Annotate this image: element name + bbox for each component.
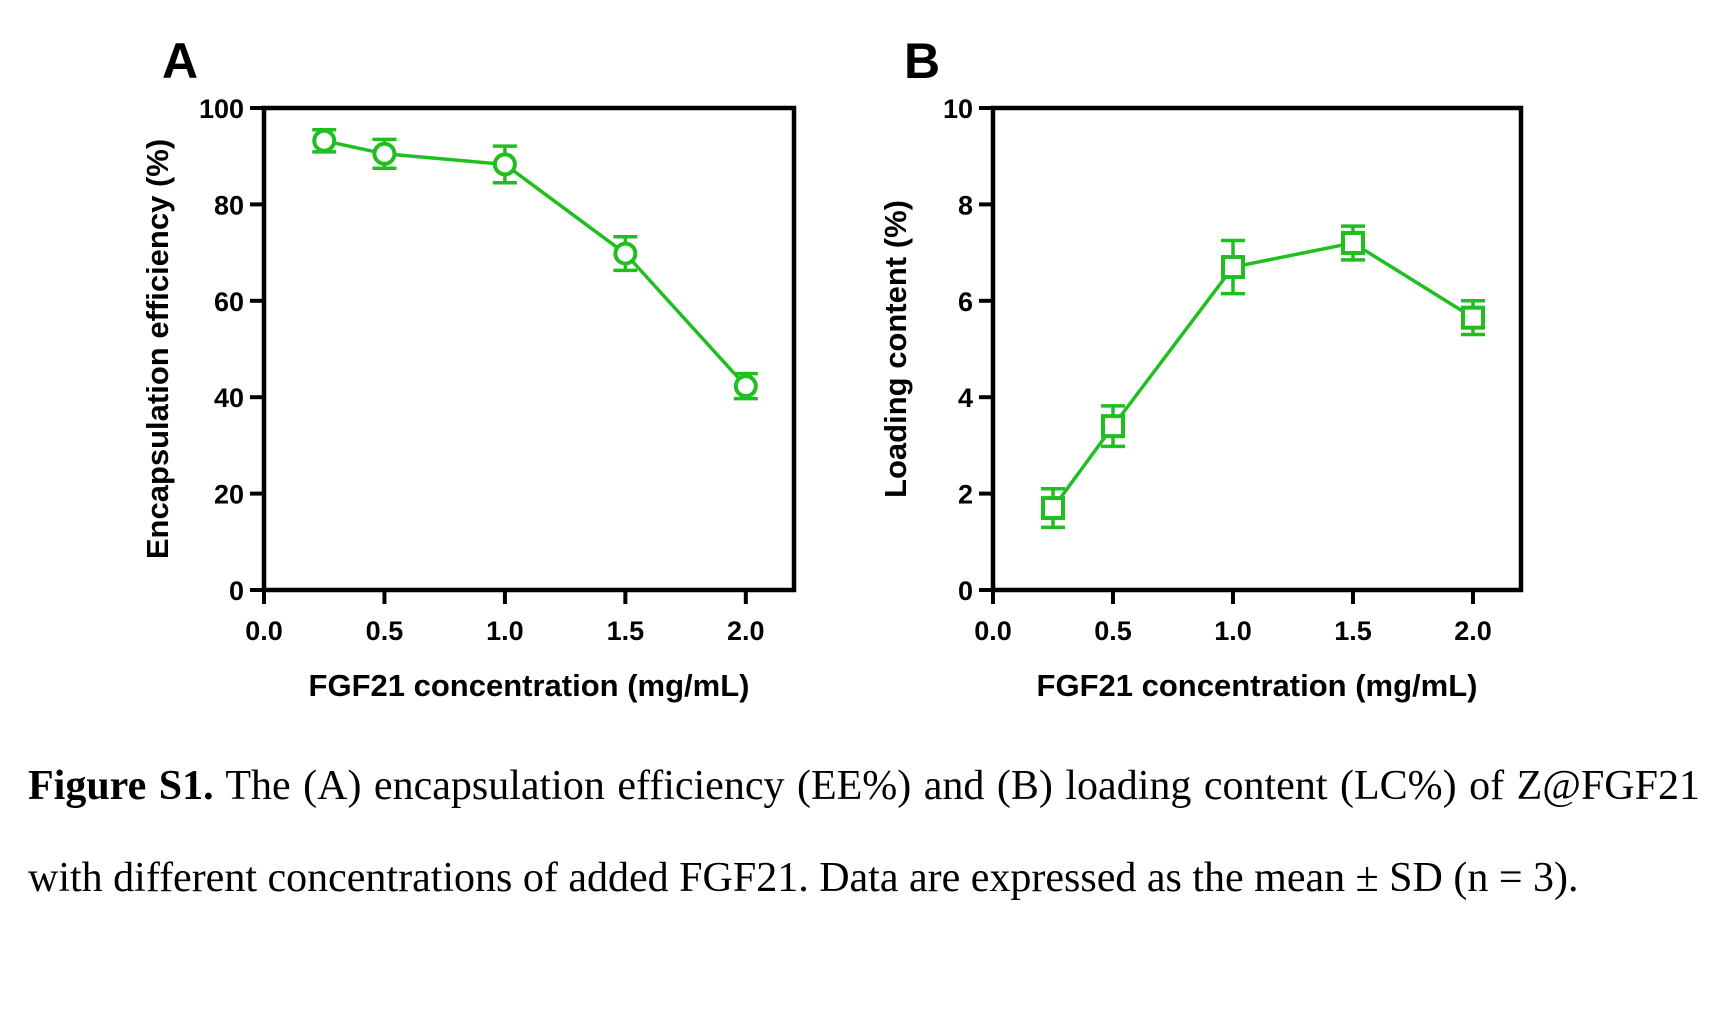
x-tick-label-a: 0.5 xyxy=(366,616,404,646)
y-tick-label-b: 4 xyxy=(958,383,973,413)
data-point-a xyxy=(733,374,758,399)
data-point-a xyxy=(613,241,638,266)
x-tick-label-b: 0.5 xyxy=(1094,616,1132,646)
series-line-a xyxy=(323,139,748,388)
x-tick-label-b: 2.0 xyxy=(1454,616,1492,646)
y-tick-label-b: 10 xyxy=(943,94,973,124)
panel-letter-a: A xyxy=(162,33,198,89)
x-axis-title-a: FGF21 concentration (mg/mL) xyxy=(309,668,750,703)
data-point-b xyxy=(1221,255,1245,280)
x-tick-label-b: 1.0 xyxy=(1214,616,1252,646)
y-tick-label-a: 0 xyxy=(229,576,244,606)
y-tick-label-b: 8 xyxy=(958,190,973,220)
x-axis-title-b: FGF21 concentration (mg/mL) xyxy=(1037,668,1478,703)
x-tick-label-a: 2.0 xyxy=(727,616,765,646)
y-tick-label-b: 2 xyxy=(958,480,973,510)
series-line-b xyxy=(1051,241,1474,510)
y-tick-label-a: 40 xyxy=(214,383,244,413)
y-tick-label-a: 80 xyxy=(214,190,244,220)
caption-label: Figure S1. xyxy=(28,763,214,809)
data-point-b xyxy=(1461,305,1485,330)
x-tick-label-a: 1.5 xyxy=(607,616,645,646)
y-axis-title-a: Encapsulation efficiency (%) xyxy=(140,139,175,559)
data-point-b xyxy=(1041,496,1065,521)
figure-caption: Figure S1. The (A) encapsulation efficie… xyxy=(28,740,1700,924)
x-tick-label-b: 1.5 xyxy=(1334,616,1372,646)
y-tick-label-a: 60 xyxy=(214,287,244,317)
x-tick-label-a: 0.0 xyxy=(245,616,283,646)
data-point-a xyxy=(312,128,337,153)
plot-frame-b xyxy=(990,105,1524,593)
x-tick-label-a: 1.0 xyxy=(486,616,524,646)
y-axis-title-b: Loading content (%) xyxy=(878,200,913,498)
y-tick-label-a: 100 xyxy=(199,94,244,124)
panel-letter-b: B xyxy=(904,33,940,89)
y-tick-label-a: 20 xyxy=(214,480,244,510)
plot-frame-a xyxy=(261,105,797,593)
data-point-a xyxy=(372,141,397,166)
data-point-b xyxy=(1341,230,1365,255)
x-tick-label-b: 0.0 xyxy=(974,616,1012,646)
data-point-b xyxy=(1101,414,1125,439)
caption-text: The (A) encapsulation efficiency (EE%) a… xyxy=(28,763,1700,901)
y-tick-label-b: 0 xyxy=(958,576,973,606)
data-point-a xyxy=(492,152,517,177)
y-tick-label-b: 6 xyxy=(958,287,973,317)
